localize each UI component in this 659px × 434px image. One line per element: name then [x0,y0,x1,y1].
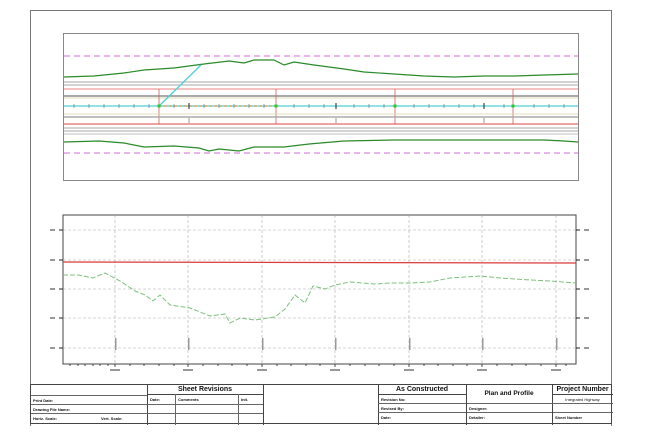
revision-no-label: Revision No: [381,397,406,402]
revision-init-header: Init. [241,397,249,402]
existing-ground-line [63,272,577,324]
designer-label: Designer: [469,406,488,411]
pi-markers [157,104,515,108]
revision-comments-header: Comments [178,397,199,402]
plan-view [63,33,579,181]
as-constructed-title: As Constructed [395,386,449,393]
profile-grid-horizontal [63,229,576,349]
axis-label-marks [50,229,589,371]
detailer-label: Detailer: [469,415,486,420]
plan-profile-title: Plan and Profile [484,390,534,397]
drawing-sheet-border [30,10,612,426]
profile-chart [50,214,589,371]
left-axis-ticks [59,229,63,349]
sheet-number-label: Sheet Number [555,415,583,420]
right-axis-ticks [576,229,580,349]
title-block: Print Date: Drawing File Name: Horiz. Sc… [30,384,613,425]
profile-frame [62,214,577,365]
plan-view-drawing [63,55,579,154]
terrain-line-top [63,59,579,78]
revised-by-label: Revised By: [381,406,404,411]
design-grade-line [62,261,577,264]
revision-date-header: Date: [150,397,161,402]
terrain-line-bottom [63,139,579,152]
project-number-title: Project Number [556,386,609,393]
horiz-scale-label: Horiz. Scale: [33,416,58,421]
sheet-revisions-title: Sheet Revisions [177,386,233,393]
profile-view [30,210,620,382]
project-name: Integrated Highway [565,397,600,402]
tangent-line [158,64,202,107]
bottom-axis-ticks [69,364,567,367]
print-date-label: Print Date: [33,398,54,403]
date-label: Date: [381,415,392,420]
vert-scale-label: Vert. Scale: [101,416,123,421]
drawing-file-name-label: Drawing File Name: [33,407,71,412]
